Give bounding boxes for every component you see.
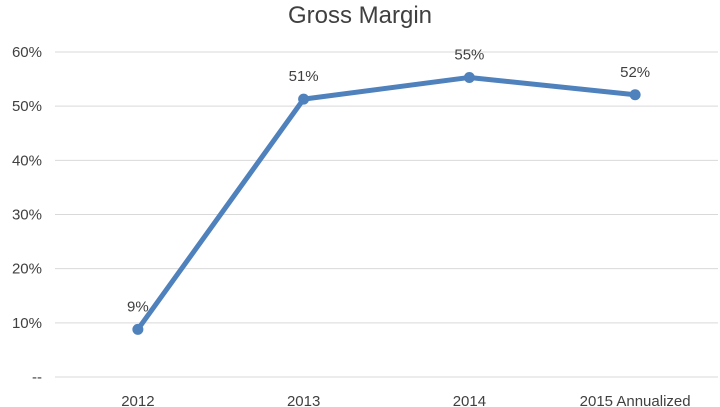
y-tick-label: 30%: [12, 207, 42, 224]
chart-title: Gross Margin: [287, 2, 433, 29]
data-point: [298, 93, 310, 105]
y-tick-label: --: [32, 369, 42, 386]
data-point: [629, 89, 641, 101]
series-gross-margin: [132, 71, 641, 335]
gridlines: [55, 51, 718, 378]
x-axis-tick-labels: 2012 2013 2014 2015 Annualized: [121, 393, 690, 407]
y-tick-label: 10%: [12, 315, 42, 332]
series-line: [135, 74, 638, 332]
y-tick-label: 50%: [12, 98, 42, 115]
data-label: 55%: [454, 46, 484, 63]
y-tick-label: 40%: [12, 152, 42, 169]
y-axis-tick-labels: -- 10% 20% 30% 40% 50% 60%: [12, 44, 42, 386]
data-label: 51%: [289, 68, 319, 85]
y-tick-label: 60%: [12, 44, 42, 61]
data-label: 52%: [620, 64, 650, 81]
data-point: [132, 323, 144, 335]
y-tick-label: 20%: [12, 261, 42, 278]
x-tick-label: 2012: [121, 393, 154, 407]
x-tick-label: 2013: [287, 393, 320, 407]
data-point: [463, 71, 475, 83]
x-tick-label: 2015 Annualized: [580, 393, 691, 407]
x-tick-label: 2014: [453, 393, 486, 407]
data-labels: 9% 51% 55% 52%: [127, 46, 650, 315]
data-label: 9%: [127, 298, 149, 315]
